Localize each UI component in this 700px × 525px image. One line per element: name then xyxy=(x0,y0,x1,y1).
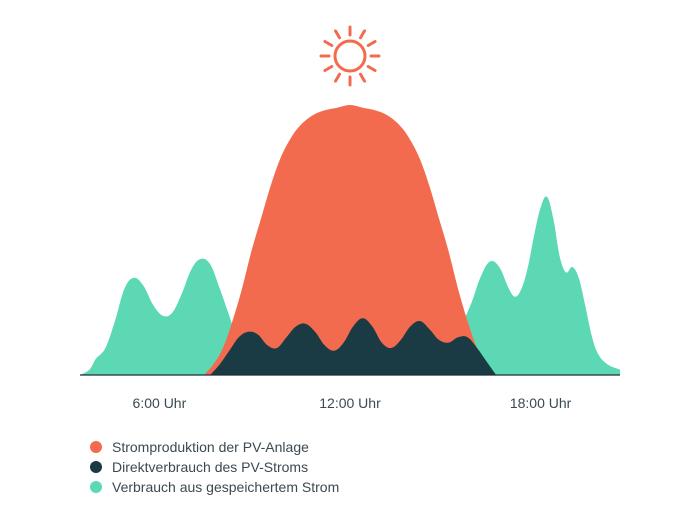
legend-swatch xyxy=(90,461,102,473)
x-axis-labels: 6:00 Uhr 12:00 Uhr 18:00 Uhr xyxy=(80,395,620,415)
x-tick-label: 12:00 Uhr xyxy=(319,395,380,411)
x-tick-label: 6:00 Uhr xyxy=(133,395,187,411)
legend-item-production: Stromproduktion der PV-Anlage xyxy=(90,439,339,455)
legend-item-stored: Verbrauch aus gespeichertem Strom xyxy=(90,479,339,495)
pv-energy-area-chart xyxy=(80,100,620,385)
legend-label: Stromproduktion der PV-Anlage xyxy=(112,439,309,455)
x-tick-label: 18:00 Uhr xyxy=(510,395,571,411)
legend-item-direct: Direktverbrauch des PV-Stroms xyxy=(90,459,339,475)
legend-swatch xyxy=(90,441,102,453)
legend-label: Verbrauch aus gespeichertem Strom xyxy=(112,479,339,495)
legend-swatch xyxy=(90,481,102,493)
legend-label: Direktverbrauch des PV-Stroms xyxy=(112,459,308,475)
chart-legend: Stromproduktion der PV-Anlage Direktverbr… xyxy=(90,435,339,499)
sun-icon xyxy=(314,20,386,95)
